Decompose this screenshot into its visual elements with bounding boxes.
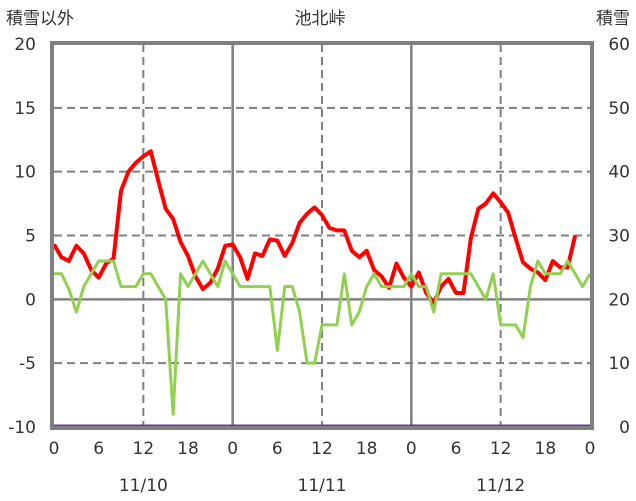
x-tick: 0: [227, 439, 238, 459]
y-tick-right: 50: [608, 99, 630, 119]
y-tick-right: 20: [608, 290, 630, 310]
x-tick: 12: [133, 439, 155, 459]
y-tick-left: 0: [25, 290, 36, 310]
series-other: [54, 259, 592, 416]
y-tick-left: 10: [14, 163, 36, 183]
x-tick: 18: [535, 439, 557, 459]
date-label: 11/12: [476, 476, 525, 496]
right-axis-label: 積雪: [596, 9, 630, 29]
x-tick: 6: [93, 439, 104, 459]
x-tick: 0: [585, 439, 596, 459]
plot-border: [50, 41, 594, 430]
series-temperature: [52, 149, 578, 306]
y-tick-right: 40: [608, 163, 630, 183]
chart-title: 池北峠: [295, 9, 346, 29]
x-tick: 0: [49, 439, 60, 459]
x-tick: 18: [177, 439, 199, 459]
y-tick-left: 5: [25, 227, 36, 247]
x-tick: 0: [406, 439, 417, 459]
x-tick: 6: [451, 439, 462, 459]
date-label: 11/10: [119, 476, 168, 496]
y-tick-right: 0: [619, 418, 630, 438]
x-tick: 6: [272, 439, 283, 459]
date-label: 11/11: [298, 476, 347, 496]
y-tick-left: -5: [19, 354, 36, 374]
x-tick: 18: [356, 439, 378, 459]
left-axis-label: 積雪以外: [6, 9, 74, 29]
y-tick-left: 20: [14, 35, 36, 55]
x-tick: 12: [311, 439, 333, 459]
y-tick-left: -10: [8, 418, 36, 438]
y-tick-right: 10: [608, 354, 630, 374]
x-tick: 12: [490, 439, 512, 459]
y-tick-right: 60: [608, 35, 630, 55]
y-tick-right: 30: [608, 227, 630, 247]
y-tick-left: 15: [14, 99, 36, 119]
